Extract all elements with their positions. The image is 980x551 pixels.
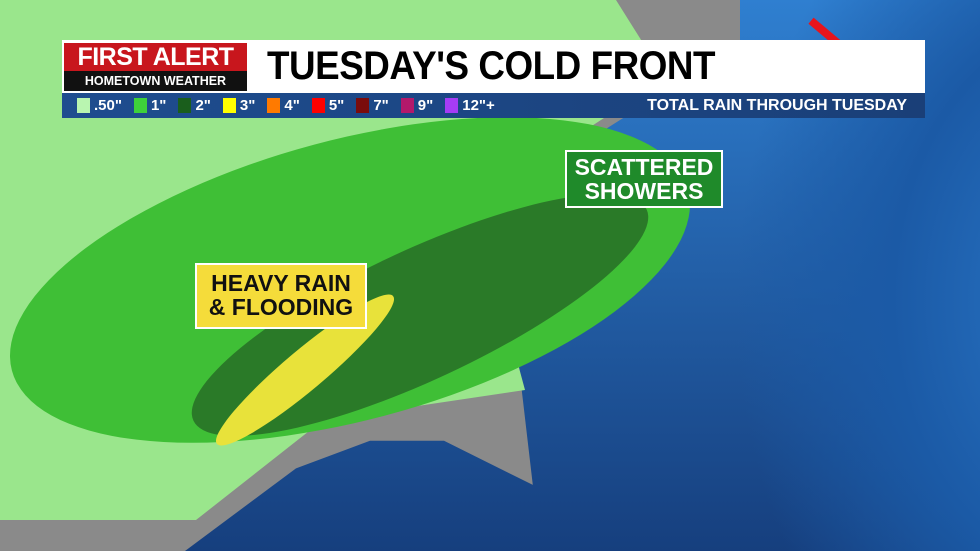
legend-item: 12"+ — [445, 97, 495, 114]
legend-swatch — [178, 98, 192, 113]
legend-swatch — [267, 98, 281, 113]
legend-label: 7" — [373, 97, 389, 114]
legend-swatch — [222, 98, 236, 113]
logo-top: FIRST ALERT — [64, 42, 247, 71]
legend-swatch — [445, 98, 459, 113]
legend-label: 4" — [284, 97, 300, 114]
page-title: TUESDAY'S COLD FRONT — [267, 44, 715, 88]
legend-swatch — [356, 98, 370, 113]
legend-item: .50" — [77, 97, 122, 114]
logo: FIRST ALERT HOMETOWN WEATHER — [64, 42, 247, 91]
heavy-rain-label: HEAVY RAIN & FLOODING — [195, 263, 367, 329]
legend-item: 5" — [311, 97, 345, 114]
scattered-showers-label: SCATTERED SHOWERS — [565, 150, 723, 208]
legend-item: 3" — [222, 97, 256, 114]
legend-swatch — [133, 98, 147, 113]
header-bar: FIRST ALERT HOMETOWN WEATHER TUESDAY'S C… — [62, 40, 925, 93]
legend-title: TOTAL RAIN THROUGH TUESDAY — [647, 96, 907, 114]
legend-swatch — [400, 98, 414, 113]
rain-legend: .50" 1" 2" 3" 4" 5" 7" 9" 12"+ TOTAL RAIN THROUG… — [62, 93, 925, 118]
legend-swatch — [311, 98, 325, 113]
legend-item: 1" — [133, 97, 167, 114]
legend-label: .50" — [94, 97, 122, 114]
legend-label: 9" — [417, 97, 434, 114]
logo-bottom: HOMETOWN WEATHER — [64, 70, 247, 91]
legend-item: 9" — [400, 97, 434, 114]
legend-item: 7" — [356, 97, 389, 114]
legend-item: 4" — [267, 97, 300, 114]
legend-item: 2" — [178, 97, 211, 114]
legend-label: 2" — [195, 97, 211, 114]
legend-label: 1" — [150, 97, 167, 114]
legend-label: 3" — [239, 97, 256, 114]
legend-label: 12"+ — [462, 97, 495, 114]
legend-swatch — [77, 98, 90, 113]
legend-label: 5" — [328, 97, 345, 114]
